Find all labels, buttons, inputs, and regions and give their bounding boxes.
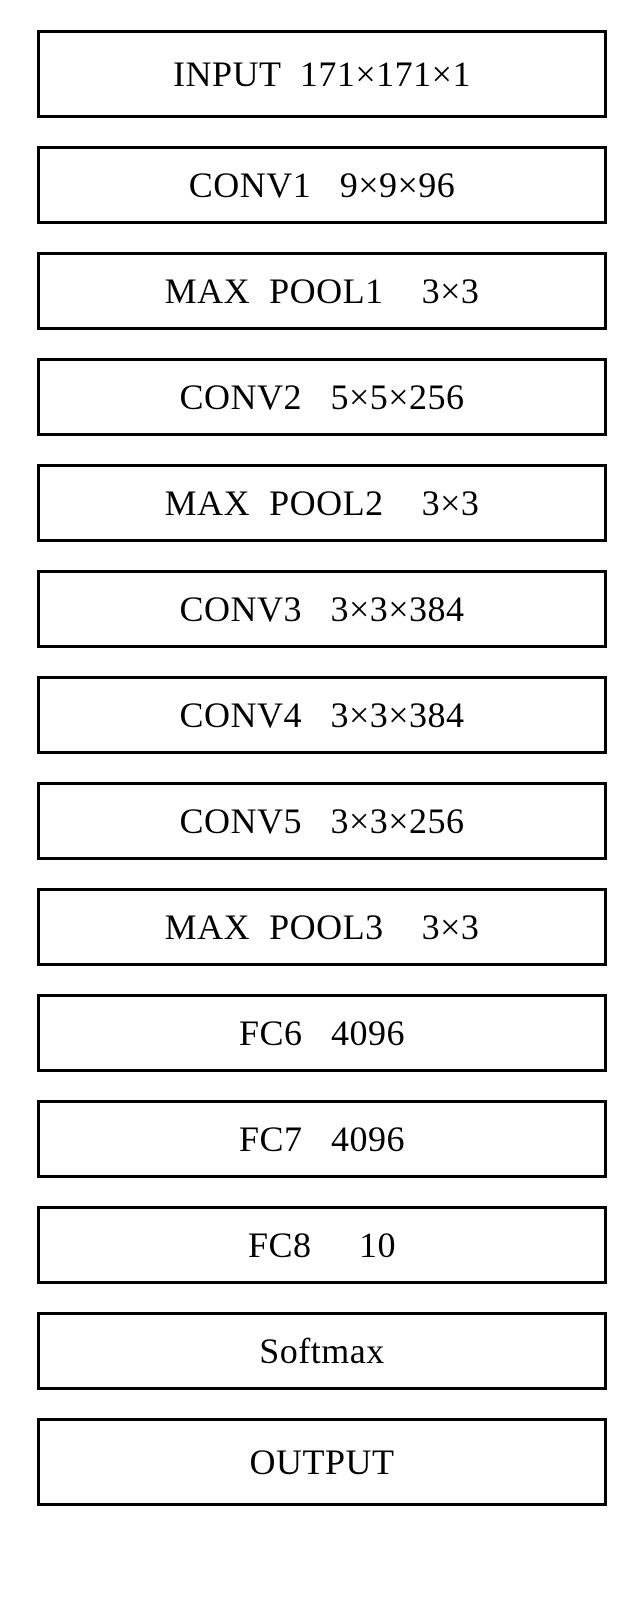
network-diagram: INPUT 171×171×1 CONV1 9×9×96 MAX POOL1 3…: [0, 0, 644, 1536]
layer-conv3: CONV3 3×3×384: [37, 570, 607, 648]
layer-softmax: Softmax: [37, 1312, 607, 1390]
layer-conv2: CONV2 5×5×256: [37, 358, 607, 436]
layer-maxpool1: MAX POOL1 3×3: [37, 252, 607, 330]
layer-maxpool3: MAX POOL3 3×3: [37, 888, 607, 966]
layer-fc8: FC8 10: [37, 1206, 607, 1284]
layer-conv5: CONV5 3×3×256: [37, 782, 607, 860]
layer-conv1: CONV1 9×9×96: [37, 146, 607, 224]
layer-maxpool2: MAX POOL2 3×3: [37, 464, 607, 542]
layer-fc6: FC6 4096: [37, 994, 607, 1072]
layer-output: OUTPUT: [37, 1418, 607, 1506]
layer-conv4: CONV4 3×3×384: [37, 676, 607, 754]
layer-input: INPUT 171×171×1: [37, 30, 607, 118]
layer-fc7: FC7 4096: [37, 1100, 607, 1178]
